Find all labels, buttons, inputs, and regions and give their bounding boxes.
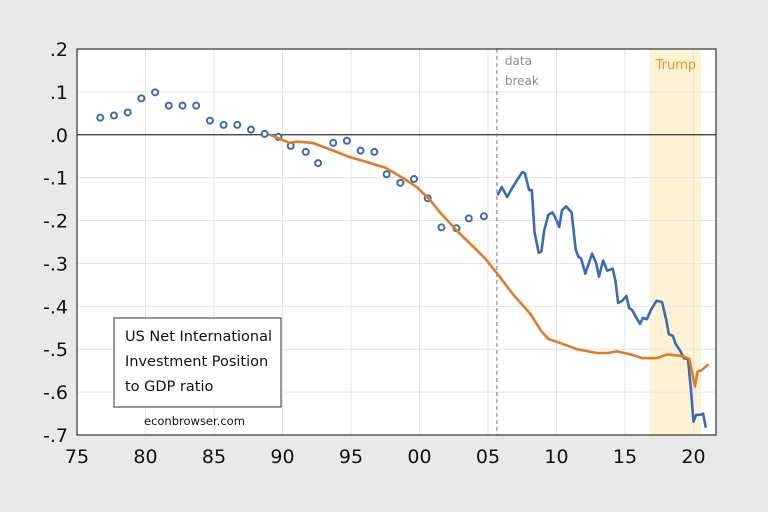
data-point-marker (246, 125, 255, 134)
data-break-label-2: break (505, 74, 539, 88)
data-point-marker (233, 120, 242, 129)
y-tick-label: -.6 (43, 382, 68, 404)
y-tick-label: -.7 (43, 425, 68, 447)
series-line-orange (269, 133, 710, 388)
credit-text: econbrowser.com (144, 414, 245, 428)
y-tick-label: -.4 (43, 296, 68, 318)
data-point-marker (464, 214, 473, 223)
x-tick-label: 05 (476, 446, 500, 468)
data-point-marker (219, 120, 228, 129)
y-tick-label: -.1 (43, 168, 68, 190)
x-tick-label: 75 (65, 446, 89, 468)
data-break-label-1: data (505, 54, 532, 68)
data-point-marker (329, 138, 338, 147)
plot-border (76, 48, 717, 436)
title-line-2: Investment Position (125, 354, 268, 370)
data-point-marker (260, 129, 269, 138)
x-tick-label: 00 (407, 446, 431, 468)
data-point-marker (178, 101, 187, 110)
data-point-marker (205, 116, 214, 125)
gridlines (77, 49, 716, 435)
data-point-marker (396, 178, 405, 187)
data-point-marker (356, 146, 365, 155)
y-tick-label: .2 (50, 39, 68, 61)
data-point-marker (370, 147, 379, 156)
data-point-marker (479, 212, 488, 221)
y-tick-label: .0 (50, 125, 68, 147)
y-axis-ticks: .2 .1 .0 -.1 -.2 -.3 -.4 -.5 -.6 -.7 (43, 39, 68, 447)
x-tick-label: 80 (133, 446, 157, 468)
data-point-marker (314, 159, 323, 168)
y-tick-label: -.5 (43, 339, 68, 361)
y-tick-label: .1 (50, 82, 68, 104)
data-point-marker (410, 174, 419, 183)
x-axis-ticks: 75 80 85 90 95 00 05 10 15 20 (65, 446, 706, 468)
x-tick-label: 95 (339, 446, 363, 468)
title-box: US Net International Investment Position… (113, 317, 282, 408)
x-tick-label: 85 (202, 446, 226, 468)
data-point-marker (123, 108, 132, 117)
x-tick-label: 90 (270, 446, 294, 468)
title-line-1: US Net International (125, 329, 272, 345)
data-point-marker (192, 101, 201, 110)
data-point-marker (96, 113, 105, 122)
x-tick-label: 10 (544, 446, 568, 468)
data-point-marker (137, 94, 146, 103)
data-point-marker (301, 147, 310, 156)
data-point-marker (151, 88, 160, 97)
y-tick-label: -.3 (43, 253, 68, 275)
data-point-marker (109, 111, 118, 120)
series-group (96, 88, 710, 428)
data-point-marker (437, 223, 446, 232)
x-tick-label: 20 (681, 446, 705, 468)
trump-label: Trump (655, 58, 697, 73)
y-tick-label: -.2 (43, 211, 68, 233)
title-line-3: to GDP ratio (125, 379, 213, 395)
x-tick-label: 15 (613, 446, 637, 468)
data-point-marker (164, 101, 173, 110)
data-point-marker (382, 170, 391, 179)
title-box-frame (113, 317, 282, 408)
series-line-blue (496, 170, 708, 428)
data-point-marker (342, 136, 351, 145)
